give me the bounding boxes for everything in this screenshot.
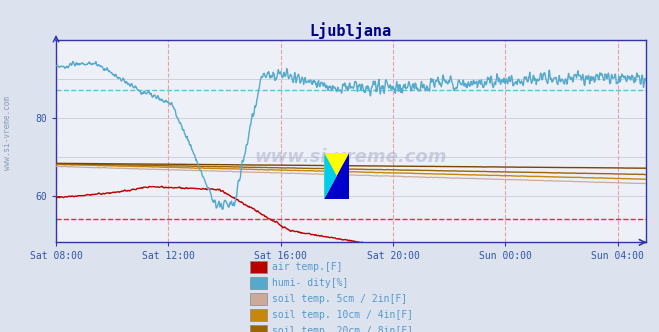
Polygon shape — [324, 153, 337, 199]
Text: humi- dity[%]: humi- dity[%] — [272, 278, 349, 288]
Polygon shape — [324, 153, 349, 199]
Polygon shape — [324, 153, 349, 199]
Text: air temp.[F]: air temp.[F] — [272, 262, 343, 272]
Title: Ljubljana: Ljubljana — [310, 22, 392, 39]
Text: www.si-vreme.com: www.si-vreme.com — [3, 96, 13, 170]
Text: soil temp. 20cm / 8in[F]: soil temp. 20cm / 8in[F] — [272, 326, 413, 332]
Text: soil temp. 10cm / 4in[F]: soil temp. 10cm / 4in[F] — [272, 310, 413, 320]
Text: www.si-vreme.com: www.si-vreme.com — [254, 148, 447, 166]
Text: soil temp. 5cm / 2in[F]: soil temp. 5cm / 2in[F] — [272, 294, 407, 304]
